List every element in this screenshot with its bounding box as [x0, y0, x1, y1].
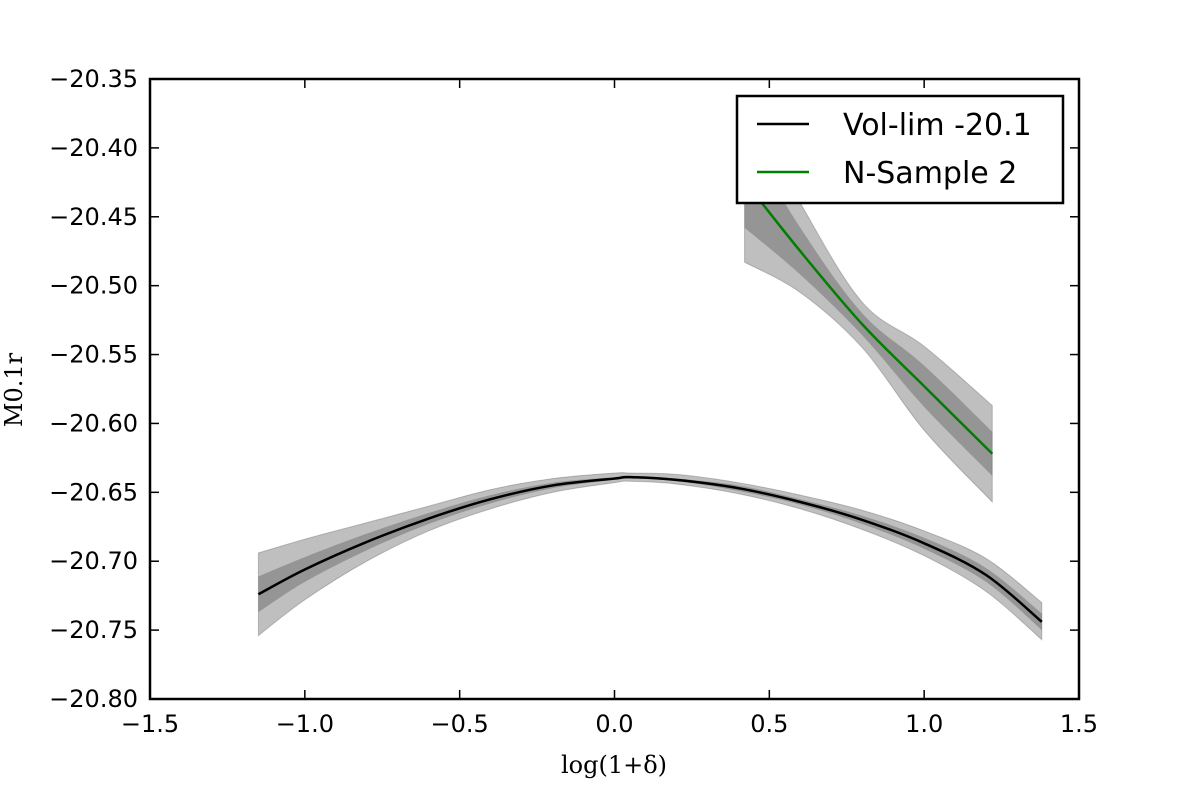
y-axis: −20.35 −20.40 −20.45 −20.50 −20.55 −20.60 −20.… [49, 65, 1079, 713]
y-tick-label: −20.80 [49, 685, 138, 713]
y-tick-label: −20.40 [49, 134, 138, 162]
outer-band-n-sample-2 [744, 99, 993, 504]
x-tick-label: 0.0 [595, 710, 633, 738]
legend-label-vol-lim: Vol-lim -20.1 [843, 108, 1032, 143]
y-tick-label: −20.65 [49, 478, 138, 506]
series-lines [257, 180, 1043, 623]
y-tick-label: −20.60 [49, 409, 138, 437]
y-tick-label: −20.70 [49, 547, 138, 575]
x-tick-label: 1.5 [1060, 710, 1098, 738]
inner-band-n-sample-2 [744, 134, 993, 476]
series-line-n-sample-2 [743, 180, 994, 455]
x-axis: −1.5 −1.0 −0.5 0.0 0.5 1.0 1.5 [121, 79, 1098, 738]
series-line-vol-lim-20-1 [257, 475, 1043, 623]
x-tick-label: 1.0 [905, 710, 943, 738]
x-axis-label: log(1+δ) [561, 751, 667, 779]
y-tick-label: −20.50 [49, 272, 138, 300]
y-tick-label: −20.55 [49, 341, 138, 369]
x-tick-label: 0.5 [750, 710, 788, 738]
y-tick-label: −20.45 [49, 203, 138, 231]
legend-label-n-sample: N-Sample 2 [843, 156, 1017, 191]
outer-band-vol-lim-20-1 [257, 472, 1043, 641]
x-tick-label: −1.5 [121, 710, 179, 738]
y-tick-label: −20.75 [49, 616, 138, 644]
legend: Vol-lim -20.1 N-Sample 2 [735, 94, 1065, 205]
y-tick-label: −20.35 [49, 65, 138, 93]
x-tick-label: −1.0 [276, 710, 334, 738]
x-tick-label: −0.5 [431, 710, 489, 738]
y-axis-label: M0.1r [0, 352, 28, 427]
legend-box [735, 94, 1065, 205]
